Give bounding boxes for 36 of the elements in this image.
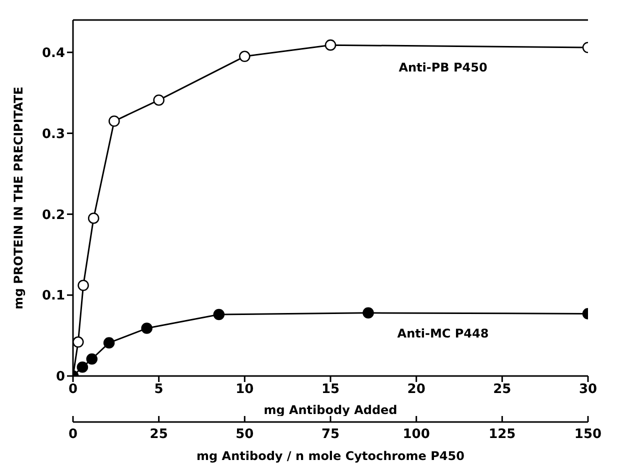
- x2-tick-label: 100: [402, 427, 430, 442]
- point: [76, 361, 88, 373]
- point: [213, 308, 225, 320]
- point: [103, 337, 115, 348]
- x2-tick-label: 125: [488, 427, 516, 442]
- point: [324, 39, 336, 51]
- point: [141, 322, 152, 334]
- x-tick-label: 20: [407, 382, 426, 398]
- point: [73, 336, 84, 348]
- y-tick-label: 0: [56, 370, 65, 385]
- point: [239, 50, 250, 62]
- point: [153, 94, 164, 106]
- point: [108, 115, 120, 127]
- x-tick-label: 10: [236, 382, 254, 398]
- x2-axis-title: mg Antibody / n mole Cytochrome P450: [196, 449, 464, 463]
- x-tick-label: 30: [578, 382, 598, 398]
- x2-tick-label: 75: [321, 427, 340, 442]
- y-tick-label: 0.3: [42, 126, 65, 142]
- x-tick-label: 5: [154, 382, 164, 398]
- point: [78, 280, 89, 292]
- y-tick-label: 0.1: [42, 288, 65, 304]
- series-label: Anti-PB P450: [398, 60, 488, 75]
- y-tick-label: 0.4: [42, 46, 65, 61]
- x2-tick-label: 25: [150, 427, 168, 442]
- point: [88, 212, 100, 224]
- series-label: Anti-MC P448: [397, 326, 489, 341]
- x-tick-label: 0: [68, 382, 78, 398]
- x2-tick-label: 150: [574, 427, 602, 442]
- x2-tick-label: 0: [68, 427, 78, 442]
- point: [86, 353, 98, 365]
- point: [362, 307, 374, 319]
- x-tick-label: 15: [321, 382, 340, 398]
- y-axis-title: mg PROTEIN IN THE PRECIPITATE: [11, 86, 26, 310]
- x-tick-label: 25: [493, 382, 512, 398]
- x2-tick-label: 50: [236, 427, 254, 442]
- y-tick-label: 0.2: [42, 208, 65, 223]
